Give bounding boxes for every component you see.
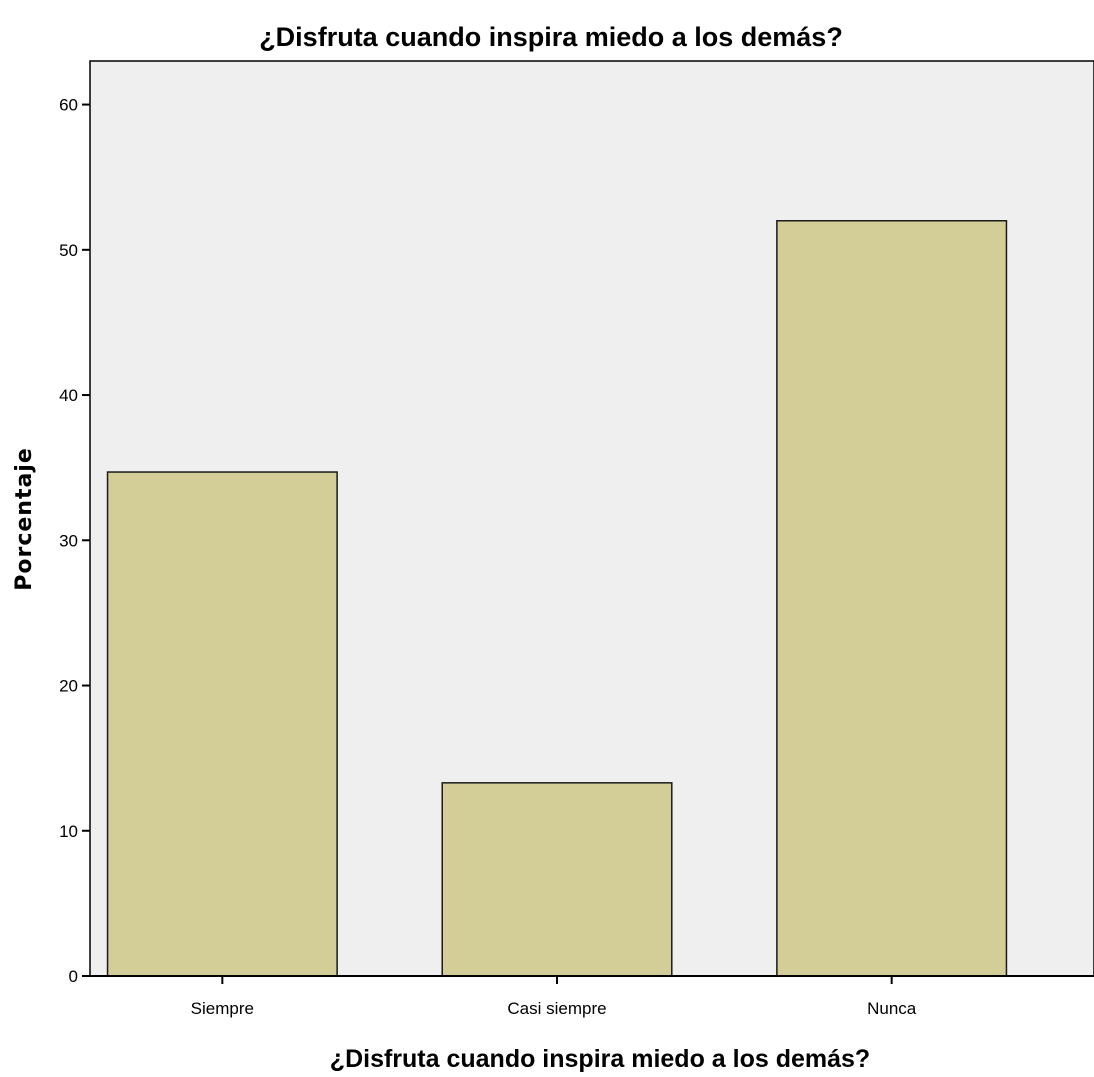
x-tick-label: Siempre <box>191 999 254 1018</box>
y-tick-label: 20 <box>59 677 78 696</box>
y-tick-label: 50 <box>59 241 78 260</box>
chart-title: ¿Disfruta cuando inspira miedo a los dem… <box>259 22 843 52</box>
y-tick-label: 0 <box>69 967 78 986</box>
x-axis-label: ¿Disfruta cuando inspira miedo a los dem… <box>330 1045 870 1073</box>
y-axis-ticks: 0 10 20 30 40 50 60 <box>59 96 90 986</box>
x-tick-label: Casi siempre <box>507 999 606 1018</box>
bars-group <box>106 220 1008 977</box>
y-tick-label: 10 <box>59 822 78 841</box>
bar-siempre <box>106 471 338 977</box>
x-tick-label: Nunca <box>867 999 917 1018</box>
bar-nunca <box>776 220 1008 977</box>
bar-casi-siempre <box>441 782 673 977</box>
y-tick-label: 60 <box>59 96 78 115</box>
y-tick-label: 30 <box>59 531 78 550</box>
y-axis-label: Porcentaje <box>12 447 37 591</box>
y-tick-label: 40 <box>59 386 78 405</box>
x-axis-ticks: Siempre Casi siempre Nunca <box>191 976 917 1018</box>
